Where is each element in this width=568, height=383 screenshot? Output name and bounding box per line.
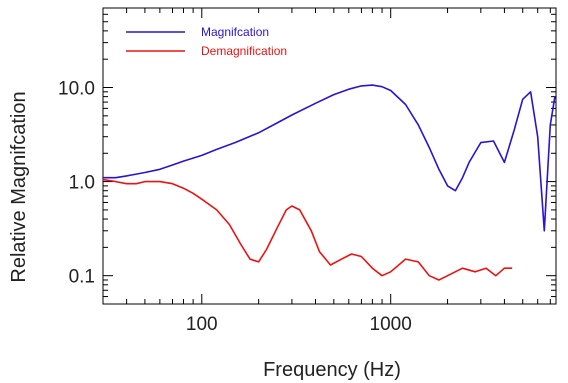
tick-labels: 100 1000 0.1 1.0 10.0 [58,79,412,335]
y-axis-label: Relative Magnifcation [8,91,30,282]
legend-label: Magnifcation [201,25,269,39]
x-tick-label: 1000 [370,314,412,335]
plot-border [102,7,557,305]
series-line-0 [103,84,556,232]
y-tick-label: 1.0 [69,173,95,194]
plot-frame [102,7,557,305]
legend: Magnifcation Demagnification [126,25,287,58]
legend-label: Demagnification [201,44,287,58]
axis-ticks [102,7,556,305]
x-axis-label: Frequency (Hz) [263,359,401,381]
series-line-1 [103,178,513,281]
series-layer [103,84,556,281]
y-tick-label: 0.1 [69,267,95,288]
y-tick-label: 10.0 [58,79,95,100]
x-tick-label: 100 [186,314,218,335]
